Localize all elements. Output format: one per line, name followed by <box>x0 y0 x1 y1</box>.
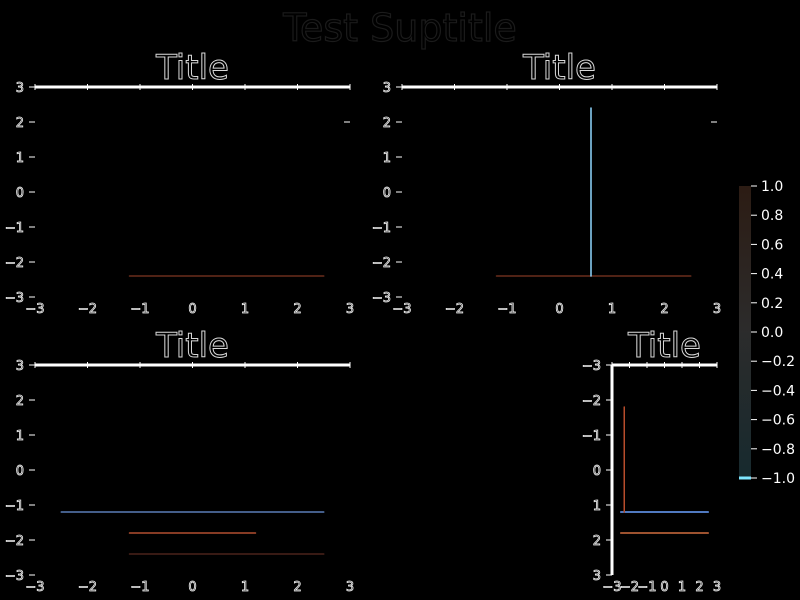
y-tick-label-4-0: 3 <box>593 569 601 584</box>
x-tick-label-2-5: 2 <box>660 302 668 317</box>
colorbar: 1.0 0.8 0.6 0.4 0.2 0.0 −0.2 −0.4 −0.6 −0.8 −1.0 <box>739 179 795 487</box>
y-tick-label-1-1: −2 <box>5 256 24 271</box>
subplot-title-3: Title <box>155 326 229 366</box>
x-tick-label-4-3: 0 <box>660 580 668 595</box>
x-tick-label-3-0: −3 <box>25 580 44 595</box>
y-tick-label-2-6: 3 <box>383 81 391 96</box>
y-tick-label-4-3: 0 <box>593 464 601 479</box>
y-tick-label-2-0: −3 <box>372 291 391 306</box>
y-tick-label-4-6: −3 <box>582 359 601 374</box>
x-tick-label-2-6: 3 <box>713 302 721 317</box>
y-tick-label-3-5: 2 <box>16 394 24 409</box>
y-tick-label-1-0: −3 <box>5 291 24 306</box>
x-tick-label-1-0: −3 <box>25 302 44 317</box>
x-tick-label-4-2: −1 <box>637 580 656 595</box>
y-tick-label-2-1: −2 <box>372 256 391 271</box>
y-tick-label-3-1: −2 <box>5 534 24 549</box>
x-tick-label-1-5: 2 <box>293 302 301 317</box>
x-tick-label-4-6: 3 <box>713 580 721 595</box>
colorbar-tick-label-9: −0.8 <box>761 442 795 458</box>
y-tick-label-3-0: −3 <box>5 569 24 584</box>
y-tick-label-4-4: −1 <box>582 429 601 444</box>
colorbar-tick-label-10: −1.0 <box>761 471 795 487</box>
x-tick-label-3-6: 3 <box>346 580 354 595</box>
x-tick-label-2-1: −2 <box>445 302 464 317</box>
colorbar-tick-label-1: 0.8 <box>761 208 783 224</box>
y-tick-label-3-3: 0 <box>16 464 24 479</box>
y-tick-label-2-4: 1 <box>383 151 391 166</box>
x-tick-label-3-1: −2 <box>78 580 97 595</box>
y-tick-label-2-5: 2 <box>383 116 391 131</box>
colorbar-tick-label-4: 0.2 <box>761 296 783 312</box>
y-tick-label-1-2: −1 <box>5 221 24 236</box>
colorbar-tick-label-7: −0.4 <box>761 383 795 399</box>
y-tick-label-3-6: 3 <box>16 359 24 374</box>
colorbar-tick-label-5: 0.0 <box>761 325 783 341</box>
x-tick-label-3-5: 2 <box>293 580 301 595</box>
y-tick-label-2-3: 0 <box>383 186 391 201</box>
y-tick-label-4-2: 1 <box>593 499 601 514</box>
x-tick-label-1-3: 0 <box>188 302 196 317</box>
suptitle: Test Suptitle <box>282 6 517 50</box>
subplot-title-4: Title <box>627 326 701 366</box>
colorbar-tick-label-3: 0.4 <box>761 267 783 283</box>
colorbar-tick-label-0: 1.0 <box>761 179 783 195</box>
subplot-title-2: Title <box>522 48 596 88</box>
y-tick-label-4-1: 2 <box>593 534 601 549</box>
x-tick-label-4-0: −3 <box>602 580 621 595</box>
y-tick-label-1-4: 1 <box>16 151 24 166</box>
x-tick-label-1-4: 1 <box>241 302 249 317</box>
x-tick-label-3-2: −1 <box>130 580 149 595</box>
y-tick-label-3-2: −1 <box>5 499 24 514</box>
colorbar-tick-label-2: 0.6 <box>761 237 783 253</box>
x-tick-label-4-1: −2 <box>620 580 639 595</box>
x-tick-label-2-3: 0 <box>555 302 563 317</box>
subplot-title-1: Title <box>155 48 229 88</box>
colorbar-gradient <box>739 186 751 478</box>
x-tick-label-2-0: −3 <box>392 302 411 317</box>
x-tick-label-1-6: 3 <box>346 302 354 317</box>
y-tick-label-1-3: 0 <box>16 186 24 201</box>
y-tick-label-1-5: 2 <box>16 116 24 131</box>
y-tick-label-1-6: 3 <box>16 81 24 96</box>
x-tick-label-4-5: 2 <box>695 580 703 595</box>
subplot-3: Title −3 −2 −1 0 1 2 3 −3 −2 −1 0 1 2 3 <box>4 326 354 596</box>
x-tick-label-2-4: 1 <box>608 302 616 317</box>
subplot-1: Title −3 −2 −1 0 1 2 3 −3 −2 −1 0 1 2 3 <box>4 48 354 318</box>
x-tick-label-2-2: −1 <box>497 302 516 317</box>
x-tick-label-3-3: 0 <box>188 580 196 595</box>
y-tick-label-4-5: −2 <box>582 394 601 409</box>
y-tick-label-2-2: −1 <box>372 221 391 236</box>
colorbar-tick-label-6: −0.2 <box>761 354 795 370</box>
x-tick-label-1-2: −1 <box>130 302 149 317</box>
y-tick-label-3-4: 1 <box>16 429 24 444</box>
colorbar-tick-label-8: −0.6 <box>761 413 795 429</box>
x-tick-label-4-4: 1 <box>678 580 686 595</box>
x-tick-label-1-1: −2 <box>78 302 97 317</box>
subplot-2: Title −3 −2 −1 0 1 2 3 −3 −2 −1 0 1 2 3 <box>371 48 721 318</box>
x-tick-label-3-4: 1 <box>241 580 249 595</box>
